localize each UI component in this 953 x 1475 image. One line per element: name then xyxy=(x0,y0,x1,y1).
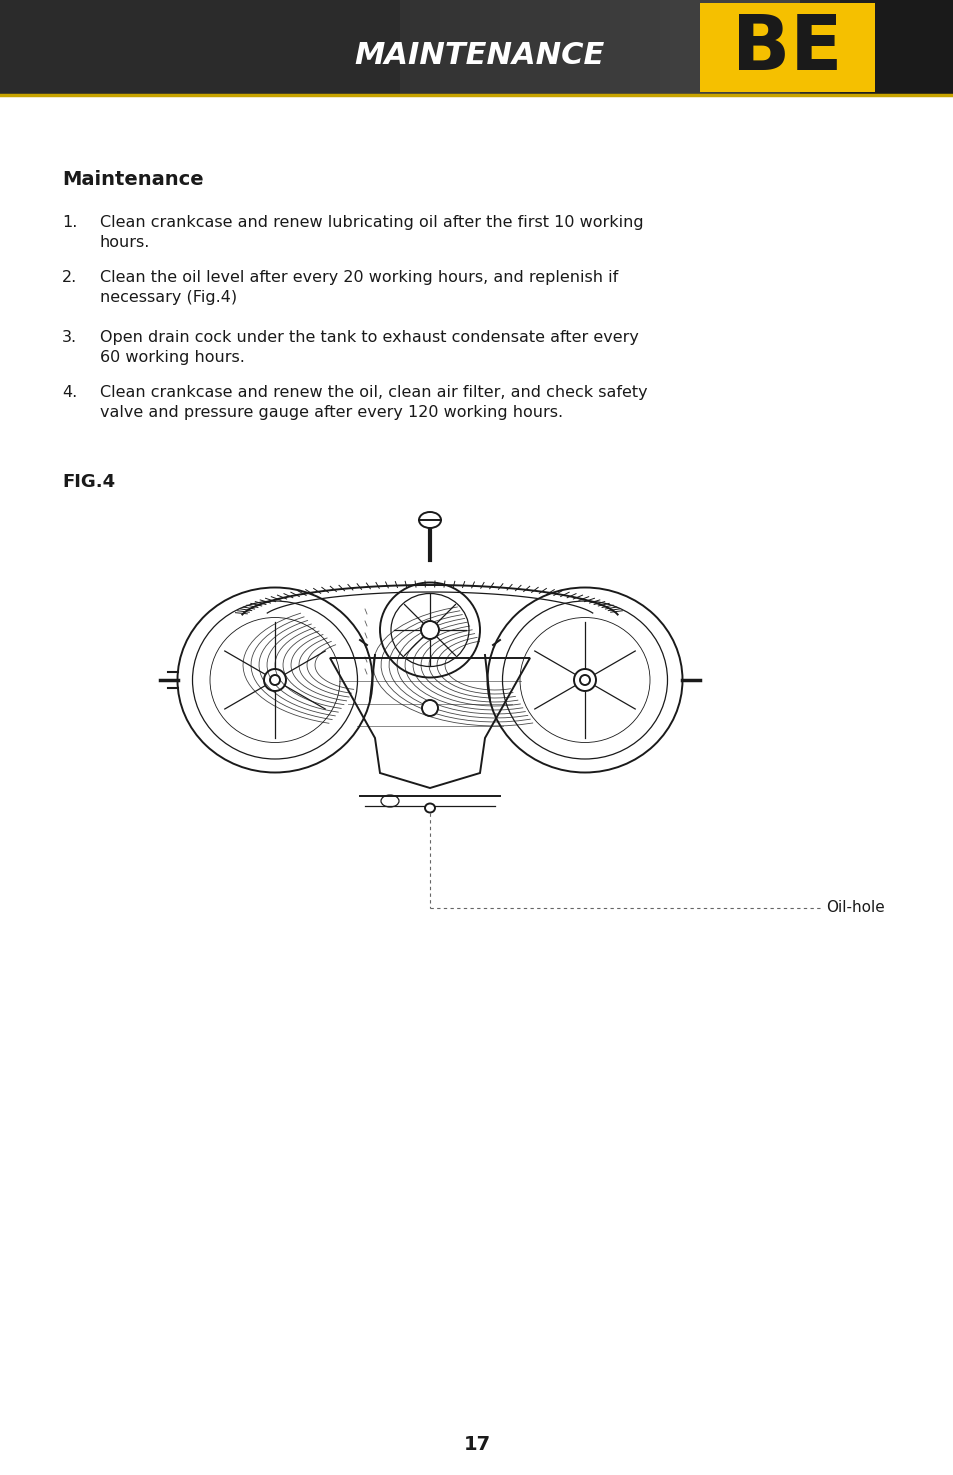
Bar xyxy=(629,0,639,94)
Bar xyxy=(579,0,589,94)
Bar xyxy=(639,0,649,94)
Bar xyxy=(729,0,740,94)
Bar xyxy=(700,3,874,91)
Bar xyxy=(740,0,749,94)
Text: BE: BE xyxy=(731,12,841,87)
Ellipse shape xyxy=(421,701,437,715)
Bar xyxy=(479,0,490,94)
Bar xyxy=(419,0,430,94)
Bar xyxy=(760,0,769,94)
Ellipse shape xyxy=(420,621,438,639)
Text: Clean crankcase and renew the oil, clean air filter, and check safety
valve and : Clean crankcase and renew the oil, clean… xyxy=(100,385,647,420)
Bar xyxy=(459,0,470,94)
Bar xyxy=(450,0,459,94)
Bar xyxy=(0,0,953,94)
Bar xyxy=(439,0,450,94)
Bar xyxy=(840,0,869,94)
Bar xyxy=(510,0,519,94)
Bar xyxy=(399,0,410,94)
Bar xyxy=(559,0,569,94)
Text: 17: 17 xyxy=(463,1435,490,1454)
Text: Clean crankcase and renew lubricating oil after the first 10 working
hours.: Clean crankcase and renew lubricating oi… xyxy=(100,215,643,251)
Bar xyxy=(749,0,760,94)
Bar xyxy=(410,0,419,94)
Ellipse shape xyxy=(424,804,435,813)
Bar xyxy=(619,0,629,94)
Bar xyxy=(869,0,953,94)
Text: Maintenance: Maintenance xyxy=(62,170,203,189)
Bar xyxy=(669,0,679,94)
Bar xyxy=(700,0,709,94)
Ellipse shape xyxy=(579,676,589,684)
Bar xyxy=(539,0,550,94)
Bar xyxy=(589,0,599,94)
Bar xyxy=(569,0,579,94)
Bar xyxy=(470,0,479,94)
Text: 1.: 1. xyxy=(62,215,77,230)
Text: FIG.4: FIG.4 xyxy=(62,473,115,491)
Text: Clean the oil level after every 20 working hours, and replenish if
necessary (Fi: Clean the oil level after every 20 worki… xyxy=(100,270,618,305)
Ellipse shape xyxy=(270,676,280,684)
Bar xyxy=(519,0,530,94)
Bar xyxy=(720,0,729,94)
Bar xyxy=(780,0,789,94)
Text: 3.: 3. xyxy=(62,330,77,345)
Text: 2.: 2. xyxy=(62,270,77,285)
Text: 4.: 4. xyxy=(62,385,77,400)
Bar xyxy=(609,0,619,94)
Bar xyxy=(689,0,700,94)
Ellipse shape xyxy=(418,512,440,528)
Bar xyxy=(769,0,780,94)
Bar xyxy=(530,0,539,94)
Text: Open drain cock under the tank to exhaust condensate after every
60 working hour: Open drain cock under the tank to exhaus… xyxy=(100,330,639,366)
Text: MAINTENANCE: MAINTENANCE xyxy=(355,41,604,69)
Bar xyxy=(550,0,559,94)
Bar xyxy=(649,0,659,94)
Bar xyxy=(490,0,499,94)
Bar xyxy=(499,0,510,94)
Bar xyxy=(789,0,800,94)
Bar xyxy=(430,0,439,94)
Bar xyxy=(659,0,669,94)
Text: Oil-hole: Oil-hole xyxy=(825,901,883,916)
Bar xyxy=(709,0,720,94)
Bar xyxy=(599,0,609,94)
Bar xyxy=(679,0,689,94)
